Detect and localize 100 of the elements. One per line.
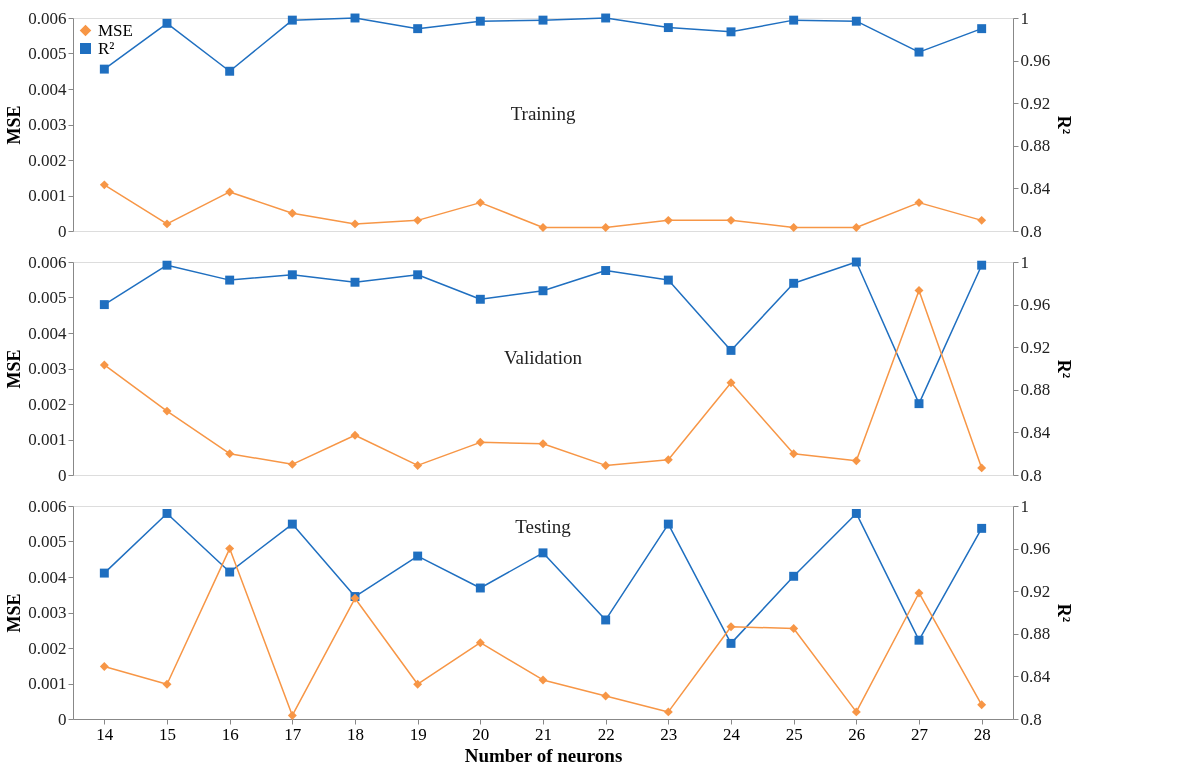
y-tick-label: 0.002 — [28, 394, 67, 414]
point — [162, 679, 172, 689]
point — [287, 710, 297, 720]
point — [977, 463, 987, 473]
point — [99, 180, 109, 190]
y2-tick-label: 0.92 — [1020, 93, 1051, 113]
y-tick-label: 0 — [58, 709, 67, 729]
x-tick-label: 26 — [848, 724, 866, 744]
point — [663, 215, 673, 225]
y-axis-title: MSE — [4, 349, 25, 389]
y-tick-label: 0.005 — [28, 288, 67, 307]
y-tick-label: 0 — [58, 465, 67, 485]
y-tick-label: 0.004 — [28, 323, 67, 343]
x-tick-label: 27 — [911, 724, 929, 744]
x-tick-label: 15 — [159, 724, 176, 744]
point — [601, 222, 611, 232]
point — [538, 222, 548, 232]
y2-tick-label: 1 — [1020, 496, 1029, 516]
x-tick-label: 16 — [221, 724, 239, 744]
point — [789, 222, 799, 232]
y-tick-label: 0.005 — [28, 44, 67, 63]
point — [162, 18, 172, 28]
point — [601, 615, 611, 625]
point — [225, 449, 235, 459]
point — [475, 437, 485, 447]
point — [99, 64, 109, 74]
point — [538, 286, 548, 296]
y2-tick-label: 0.88 — [1020, 380, 1051, 400]
y2-tick-label: 0.8 — [1020, 709, 1042, 729]
y-axis-title: MSE — [4, 105, 25, 145]
x-axis-title: Number of neurons — [464, 744, 623, 766]
y2-tick-label: 0.8 — [1020, 221, 1042, 241]
point — [413, 679, 423, 689]
point — [162, 508, 172, 518]
y-tick-label: 0.003 — [28, 115, 67, 134]
point — [99, 568, 109, 578]
y-tick-label: 0.001 — [28, 186, 67, 205]
point — [789, 278, 799, 288]
point — [789, 449, 799, 459]
point — [977, 215, 987, 225]
point — [726, 27, 736, 37]
y2-tick-label: 0.92 — [1020, 581, 1051, 601]
point — [663, 455, 673, 465]
point — [663, 519, 673, 529]
y2-axis-title: R² — [1054, 603, 1075, 623]
point — [413, 460, 423, 470]
y-tick-label: 0.005 — [28, 532, 67, 551]
x-tick-label: 22 — [597, 724, 615, 744]
point — [99, 661, 109, 671]
point — [851, 16, 861, 26]
point — [475, 198, 485, 208]
x-tick-label: 24 — [723, 724, 741, 744]
point — [977, 260, 987, 270]
legend-label: MSE — [98, 20, 133, 40]
y2-axis-title: R² — [1054, 115, 1075, 135]
y2-axis-title: R² — [1054, 359, 1075, 379]
point — [538, 675, 548, 685]
point — [851, 707, 861, 717]
point — [538, 15, 548, 25]
y2-tick-label: 1 — [1020, 8, 1029, 28]
point — [225, 187, 235, 197]
point — [413, 24, 423, 34]
point — [914, 588, 924, 598]
point — [475, 583, 485, 593]
point — [287, 459, 297, 469]
x-tick-label: 14 — [96, 724, 114, 744]
point — [851, 456, 861, 466]
point — [726, 638, 736, 648]
y2-tick-label: 0.96 — [1020, 539, 1051, 559]
point — [663, 23, 673, 33]
point — [350, 219, 360, 229]
point — [475, 294, 485, 304]
point — [601, 266, 611, 275]
point — [162, 219, 172, 229]
point — [977, 523, 987, 533]
point — [413, 551, 423, 561]
point — [475, 16, 485, 26]
y-axis-title: MSE — [4, 593, 25, 633]
point — [350, 430, 360, 440]
y-tick-label: 0.006 — [28, 496, 67, 516]
y-tick-label: 0.003 — [28, 359, 67, 378]
point — [287, 208, 297, 218]
y-tick-label: 0.002 — [28, 150, 67, 170]
y-tick-label: 0 — [58, 221, 67, 241]
point — [977, 24, 987, 34]
point — [914, 399, 924, 409]
y-tick-label: 0.003 — [28, 603, 67, 622]
point — [225, 275, 235, 285]
x-tick-label: 25 — [785, 724, 803, 744]
point — [287, 270, 297, 280]
y-tick-label: 0.006 — [28, 8, 67, 28]
point — [726, 622, 736, 632]
y2-tick-label: 0.88 — [1020, 624, 1051, 644]
y2-tick-label: 0.84 — [1020, 422, 1051, 442]
point — [726, 345, 736, 355]
point — [789, 571, 799, 581]
point — [601, 13, 611, 23]
point — [914, 47, 924, 57]
y-tick-label: 0.006 — [28, 252, 67, 272]
point — [914, 285, 924, 295]
